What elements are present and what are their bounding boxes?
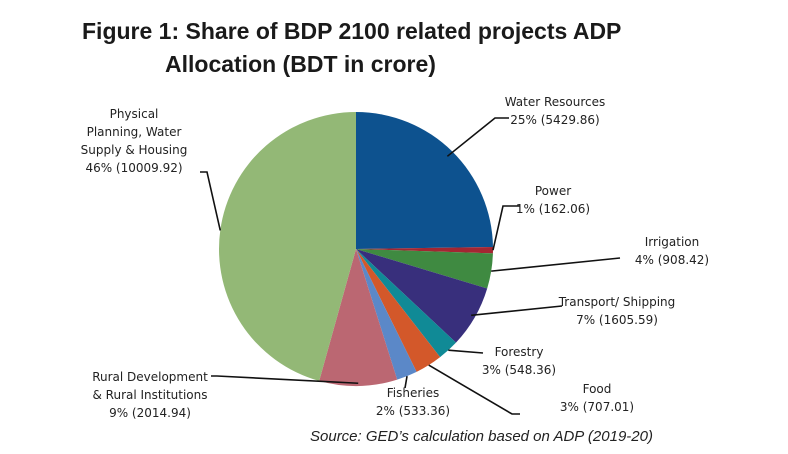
chart-title-line2: Allocation (BDT in crore) [165,51,436,77]
slice-label-line: Physical [110,107,159,121]
slice-label: Food 3% (707.01) [560,382,634,414]
pie-slice-water-resources [356,112,493,249]
pie-slice-transport-shipping [356,249,488,343]
slice-labels: Water Resources 25% (5429.86) Power 1% (162… [81,95,709,420]
slice-label: Power 1% (162.06) [516,184,590,216]
slice-label-line: Food [583,382,612,396]
slice-label-line: Water Resources [505,95,606,109]
leader-line [428,364,520,415]
slice-label-line: 46% (10009.92) [85,161,182,175]
slice-label: Physical Planning, Water Supply & Housing 4… [81,107,188,175]
slice-label-line: Forestry [495,345,544,359]
slice-label-line: 4% (908.42) [635,253,709,267]
slice-label-line: Irrigation [645,235,700,249]
slice-label-line: & Rural Institutions [93,388,208,402]
leader-line [448,349,484,354]
slice-label-line: 3% (707.01) [560,400,634,414]
chart-title-line1: Figure 1: Share of BDP 2100 related proj… [82,18,622,44]
slice-label-line: Rural Development [92,370,208,384]
slice-label-line: Transport/ Shipping [558,295,676,309]
slice-label-line: Power [535,184,571,198]
slice-label-line: 7% (1605.59) [576,313,658,327]
slice-label-line: 2% (533.36) [376,404,450,418]
slice-label-line: 9% (2014.94) [109,406,191,420]
leader-line [491,257,621,272]
slice-label-line: Fisheries [387,386,440,400]
slice-label-line: Supply & Housing [81,143,188,157]
pie-slice-irrigation [356,249,493,289]
leader-line [446,117,509,157]
slice-label-line: 3% (548.36) [482,363,556,377]
pie-slice-physical-planning-water-supply-housing [218,112,356,381]
pie-slice-power [356,247,493,254]
leader-line [200,171,222,231]
slice-label-line: 1% (162.06) [516,202,590,216]
slice-label: Forestry 3% (548.36) [482,345,556,377]
leader-lines [200,117,621,415]
slice-label: Rural Development & Rural Institutions 9% … [92,370,208,420]
pie-slice-forestry [356,249,456,358]
slice-label: Irrigation 4% (908.42) [635,235,709,267]
slice-label-line: 25% (5429.86) [510,113,599,127]
slice-label: Fisheries 2% (533.36) [376,386,450,418]
leader-line [404,376,408,389]
slice-label-line: Planning, Water [87,125,182,139]
leader-line [492,205,520,251]
slice-label: Water Resources 25% (5429.86) [505,95,606,127]
pie-slice-food [356,249,441,372]
pie-slice-fisheries [356,249,417,380]
pie-slices [218,112,493,386]
pie-slice-rural-development-rural-institutions [319,249,398,386]
slice-label: Transport/ Shipping 7% (1605.59) [558,295,676,327]
leader-line [211,375,359,385]
leader-line [471,305,563,317]
source-note: Source: GED’s calculation based on ADP (… [310,428,653,445]
